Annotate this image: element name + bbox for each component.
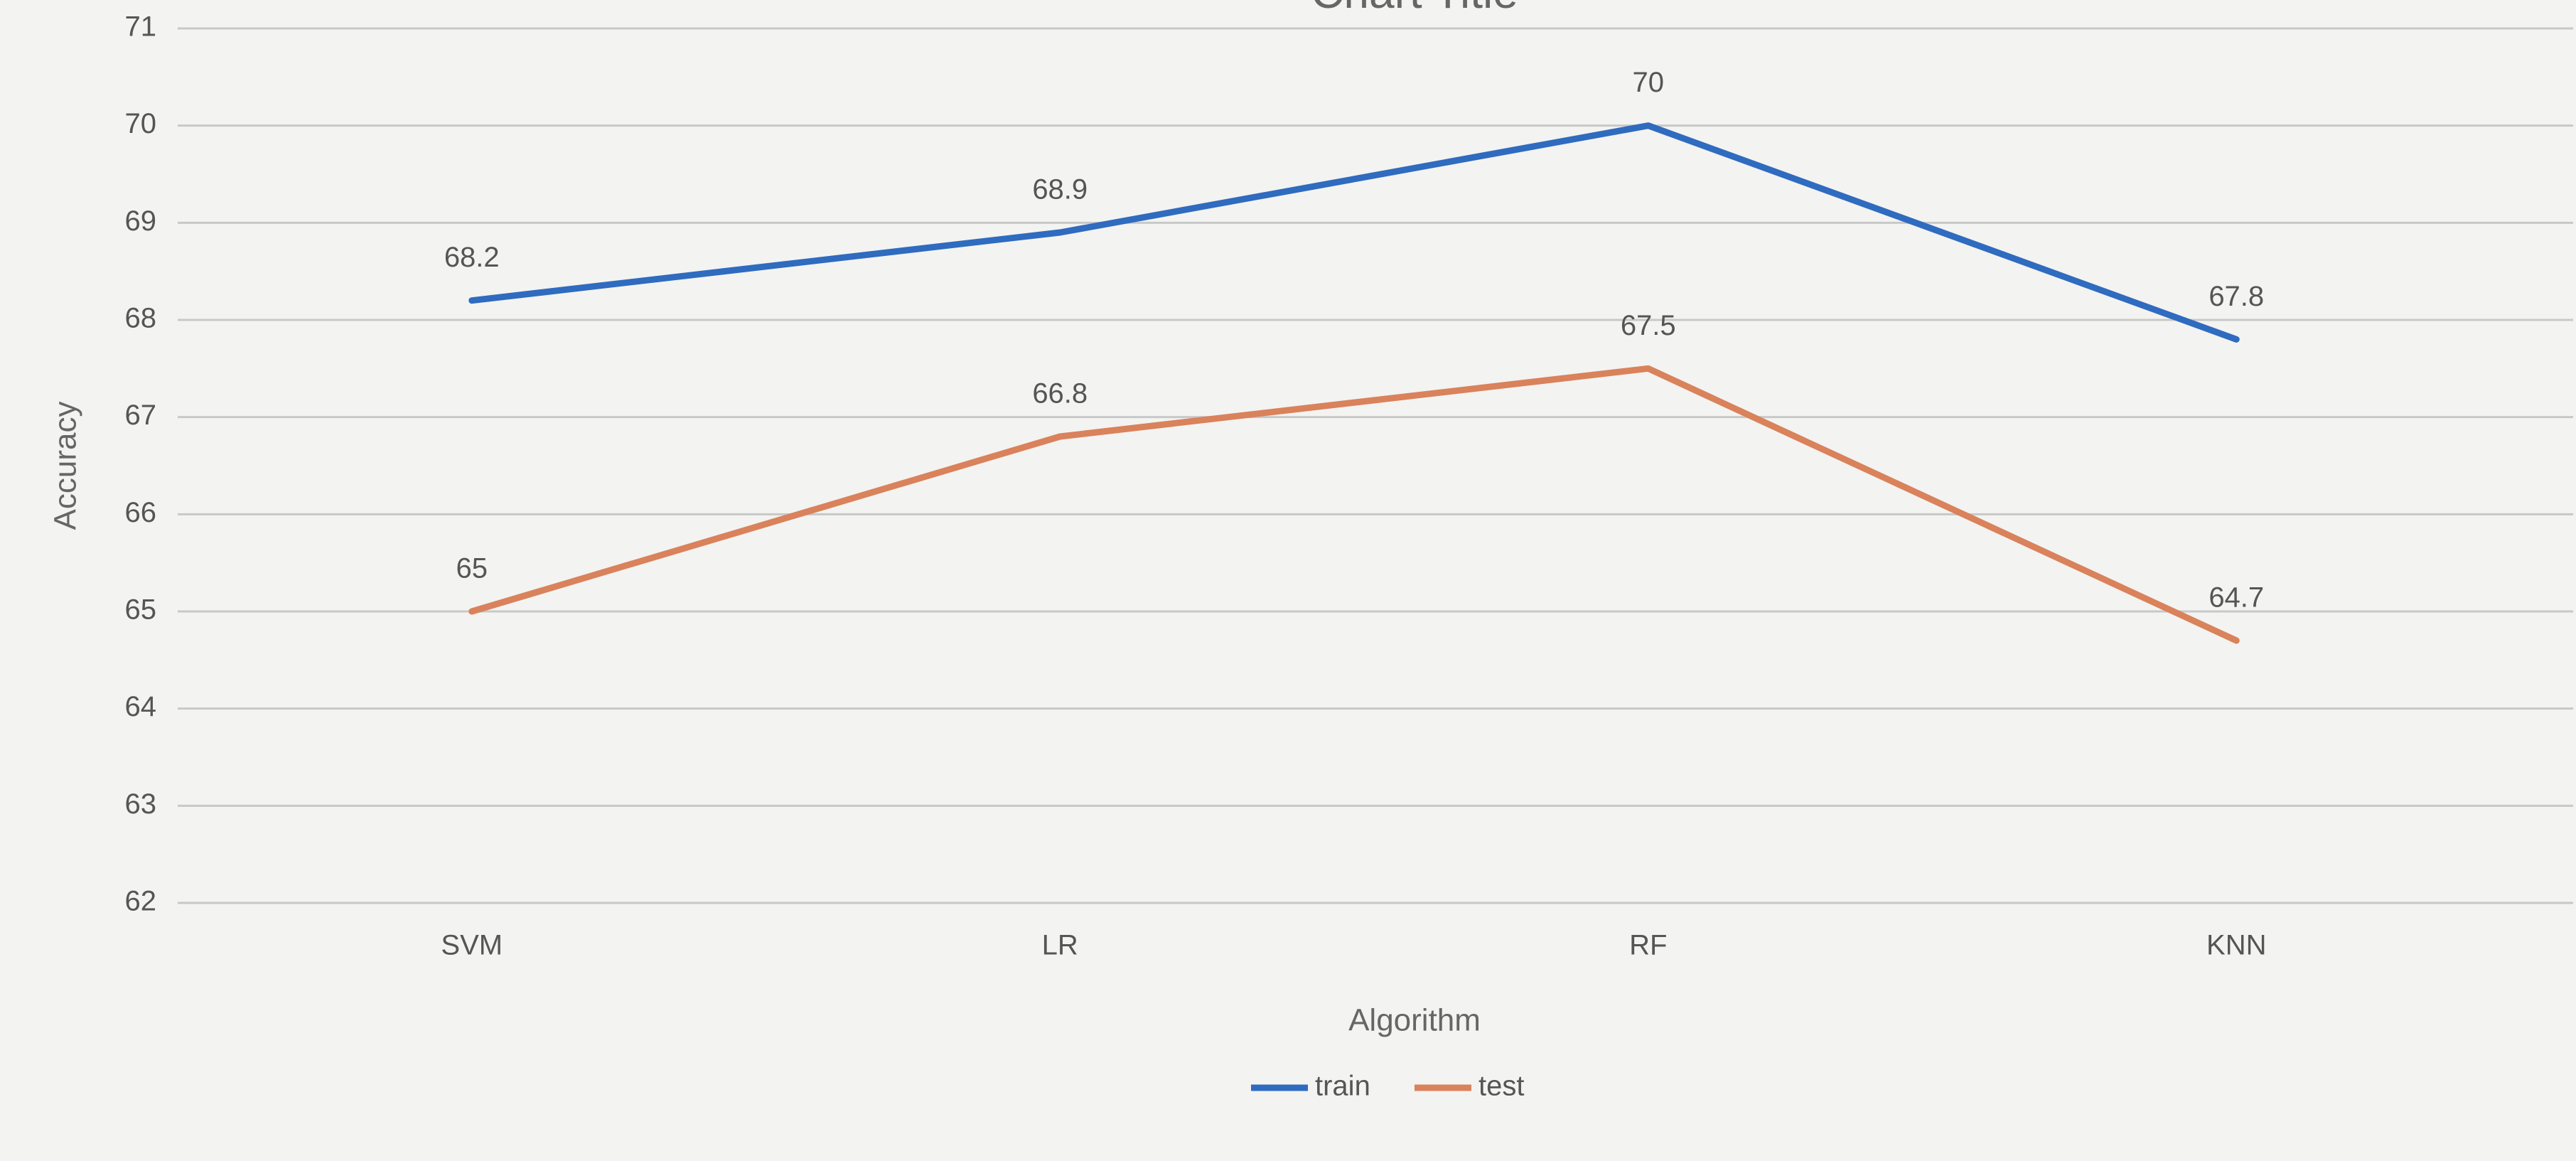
data-label: 65 bbox=[456, 553, 488, 584]
y-axis-title: Accuracy bbox=[48, 402, 83, 530]
data-label: 64.7 bbox=[2209, 582, 2264, 614]
y-tick-label: 63 bbox=[125, 788, 157, 820]
data-label: 67.8 bbox=[2209, 281, 2264, 312]
legend-label: test bbox=[1478, 1071, 1524, 1102]
y-tick-label: 66 bbox=[125, 497, 157, 528]
x-tick-label: RF bbox=[1629, 930, 1667, 961]
legend-label: train bbox=[1315, 1071, 1370, 1102]
y-tick-label: 71 bbox=[125, 11, 157, 43]
data-label: 66.8 bbox=[1032, 378, 1088, 410]
data-label: 68.9 bbox=[1032, 174, 1088, 205]
data-line bbox=[468, 365, 2240, 644]
data-label: 68.2 bbox=[444, 242, 500, 273]
chart-title: Chart Title bbox=[1311, 0, 1518, 18]
y-tick-label: 67 bbox=[125, 400, 157, 431]
data-line bbox=[468, 122, 2240, 343]
x-tick-label: KNN bbox=[2206, 930, 2266, 961]
y-tick-label: 64 bbox=[125, 691, 157, 722]
y-tick-label: 69 bbox=[125, 205, 157, 237]
y-tick-label: 65 bbox=[125, 594, 157, 626]
x-axis-title: Algorithm bbox=[1348, 1003, 1481, 1038]
y-tick-label: 62 bbox=[125, 886, 157, 917]
y-tick-label: 70 bbox=[125, 108, 157, 139]
data-label: 67.5 bbox=[1621, 310, 1676, 341]
data-label: 70 bbox=[1633, 67, 1665, 98]
x-tick-label: SVM bbox=[441, 930, 503, 961]
y-tick-label: 68 bbox=[125, 303, 157, 334]
x-tick-label: LR bbox=[1042, 930, 1078, 961]
